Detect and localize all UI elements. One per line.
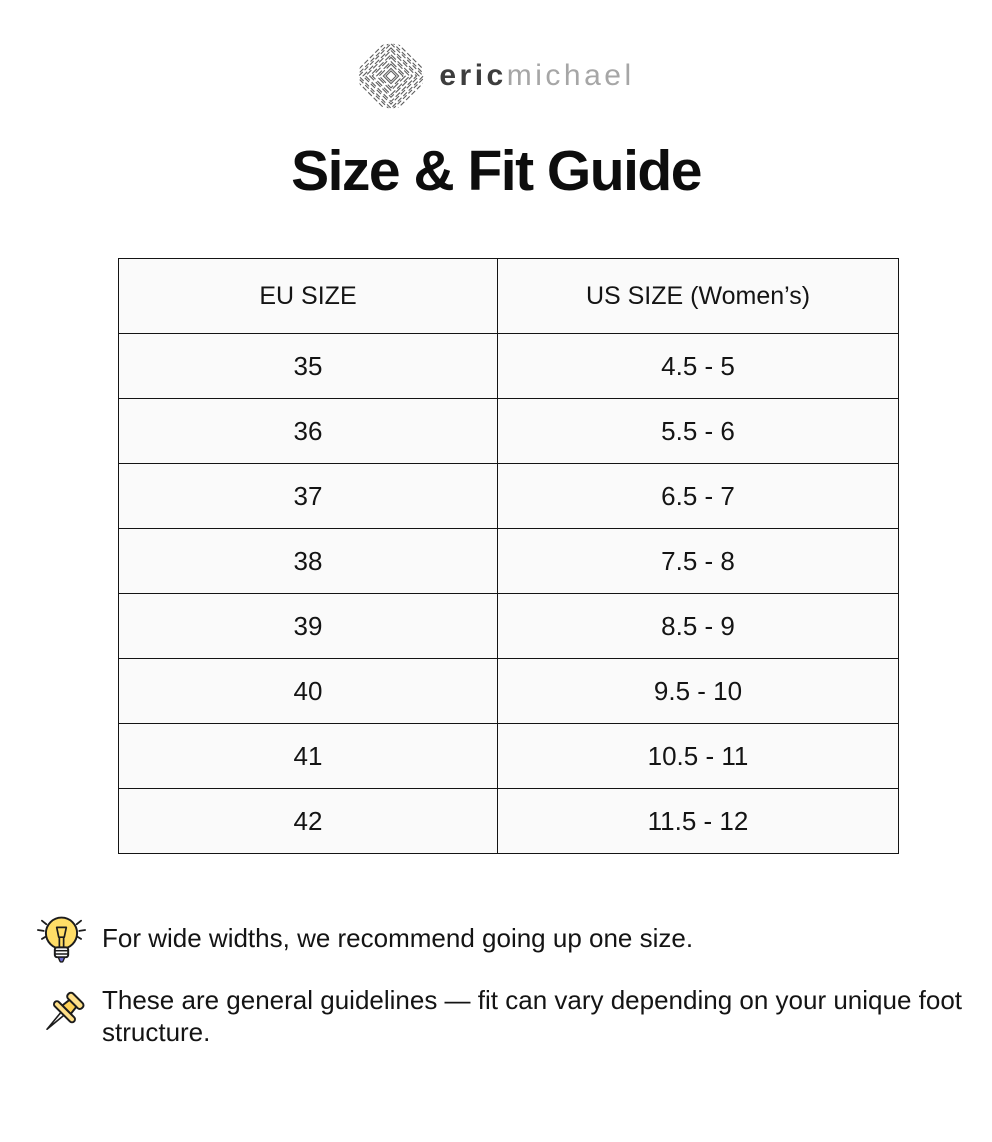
- eu-size-cell: 36: [118, 398, 498, 464]
- eu-size-cell: 37: [118, 463, 498, 529]
- page-title: Size & Fit Guide: [291, 139, 702, 203]
- us-size-cell: 5.5 - 6: [497, 398, 899, 464]
- lightbulb-icon: [33, 910, 90, 967]
- diamond-pattern-logo-icon: [357, 42, 425, 110]
- eu-size-cell: 41: [118, 723, 498, 789]
- table-row: 39 8.5 - 9: [118, 593, 899, 659]
- brand-name-second: michael: [506, 59, 635, 92]
- us-size-cell: 9.5 - 10: [497, 658, 899, 724]
- table-row: 41 10.5 - 11: [118, 723, 899, 789]
- us-size-cell: 8.5 - 9: [497, 593, 899, 659]
- us-size-cell: 10.5 - 11: [497, 723, 899, 789]
- eu-size-header: EU SIZE: [118, 258, 498, 334]
- pushpin-icon: [33, 988, 90, 1045]
- table-row: 35 4.5 - 5: [118, 333, 899, 399]
- wide-width-note-text: For wide widths, we recommend going up o…: [102, 923, 694, 954]
- general-guidelines-note: These are general guidelines — fit can v…: [33, 984, 963, 1048]
- eu-size-cell: 38: [118, 528, 498, 594]
- us-size-cell: 11.5 - 12: [497, 788, 899, 854]
- brand-name: ericmichael: [439, 59, 634, 93]
- table-row: 42 11.5 - 12: [118, 788, 899, 854]
- table-header-row: EU SIZE US SIZE (Women’s): [118, 258, 899, 334]
- notes-section: For wide widths, we recommend going up o…: [33, 910, 963, 1048]
- brand-logo: ericmichael: [0, 42, 992, 110]
- general-guidelines-note-text: These are general guidelines — fit can v…: [102, 985, 963, 1048]
- wide-width-note: For wide widths, we recommend going up o…: [33, 910, 963, 967]
- table-row: 38 7.5 - 8: [118, 528, 899, 594]
- us-size-cell: 4.5 - 5: [497, 333, 899, 399]
- brand-name-first: eric: [439, 59, 507, 92]
- eu-size-cell: 40: [118, 658, 498, 724]
- eu-size-cell: 39: [118, 593, 498, 659]
- size-table-body: 35 4.5 - 5 36 5.5 - 6 37 6.5 - 7 38 7.5 - 8 39 8.…: [118, 333, 899, 854]
- us-size-header: US SIZE (Women’s): [497, 258, 899, 334]
- table-row: 40 9.5 - 10: [118, 658, 899, 724]
- size-table: EU SIZE US SIZE (Women’s) 35 4.5 - 5 36 5.5…: [118, 258, 899, 854]
- us-size-cell: 7.5 - 8: [497, 528, 899, 594]
- table-row: 37 6.5 - 7: [118, 463, 899, 529]
- us-size-cell: 6.5 - 7: [497, 463, 899, 529]
- eu-size-cell: 35: [118, 333, 498, 399]
- eu-size-cell: 42: [118, 788, 498, 854]
- table-row: 36 5.5 - 6: [118, 398, 899, 464]
